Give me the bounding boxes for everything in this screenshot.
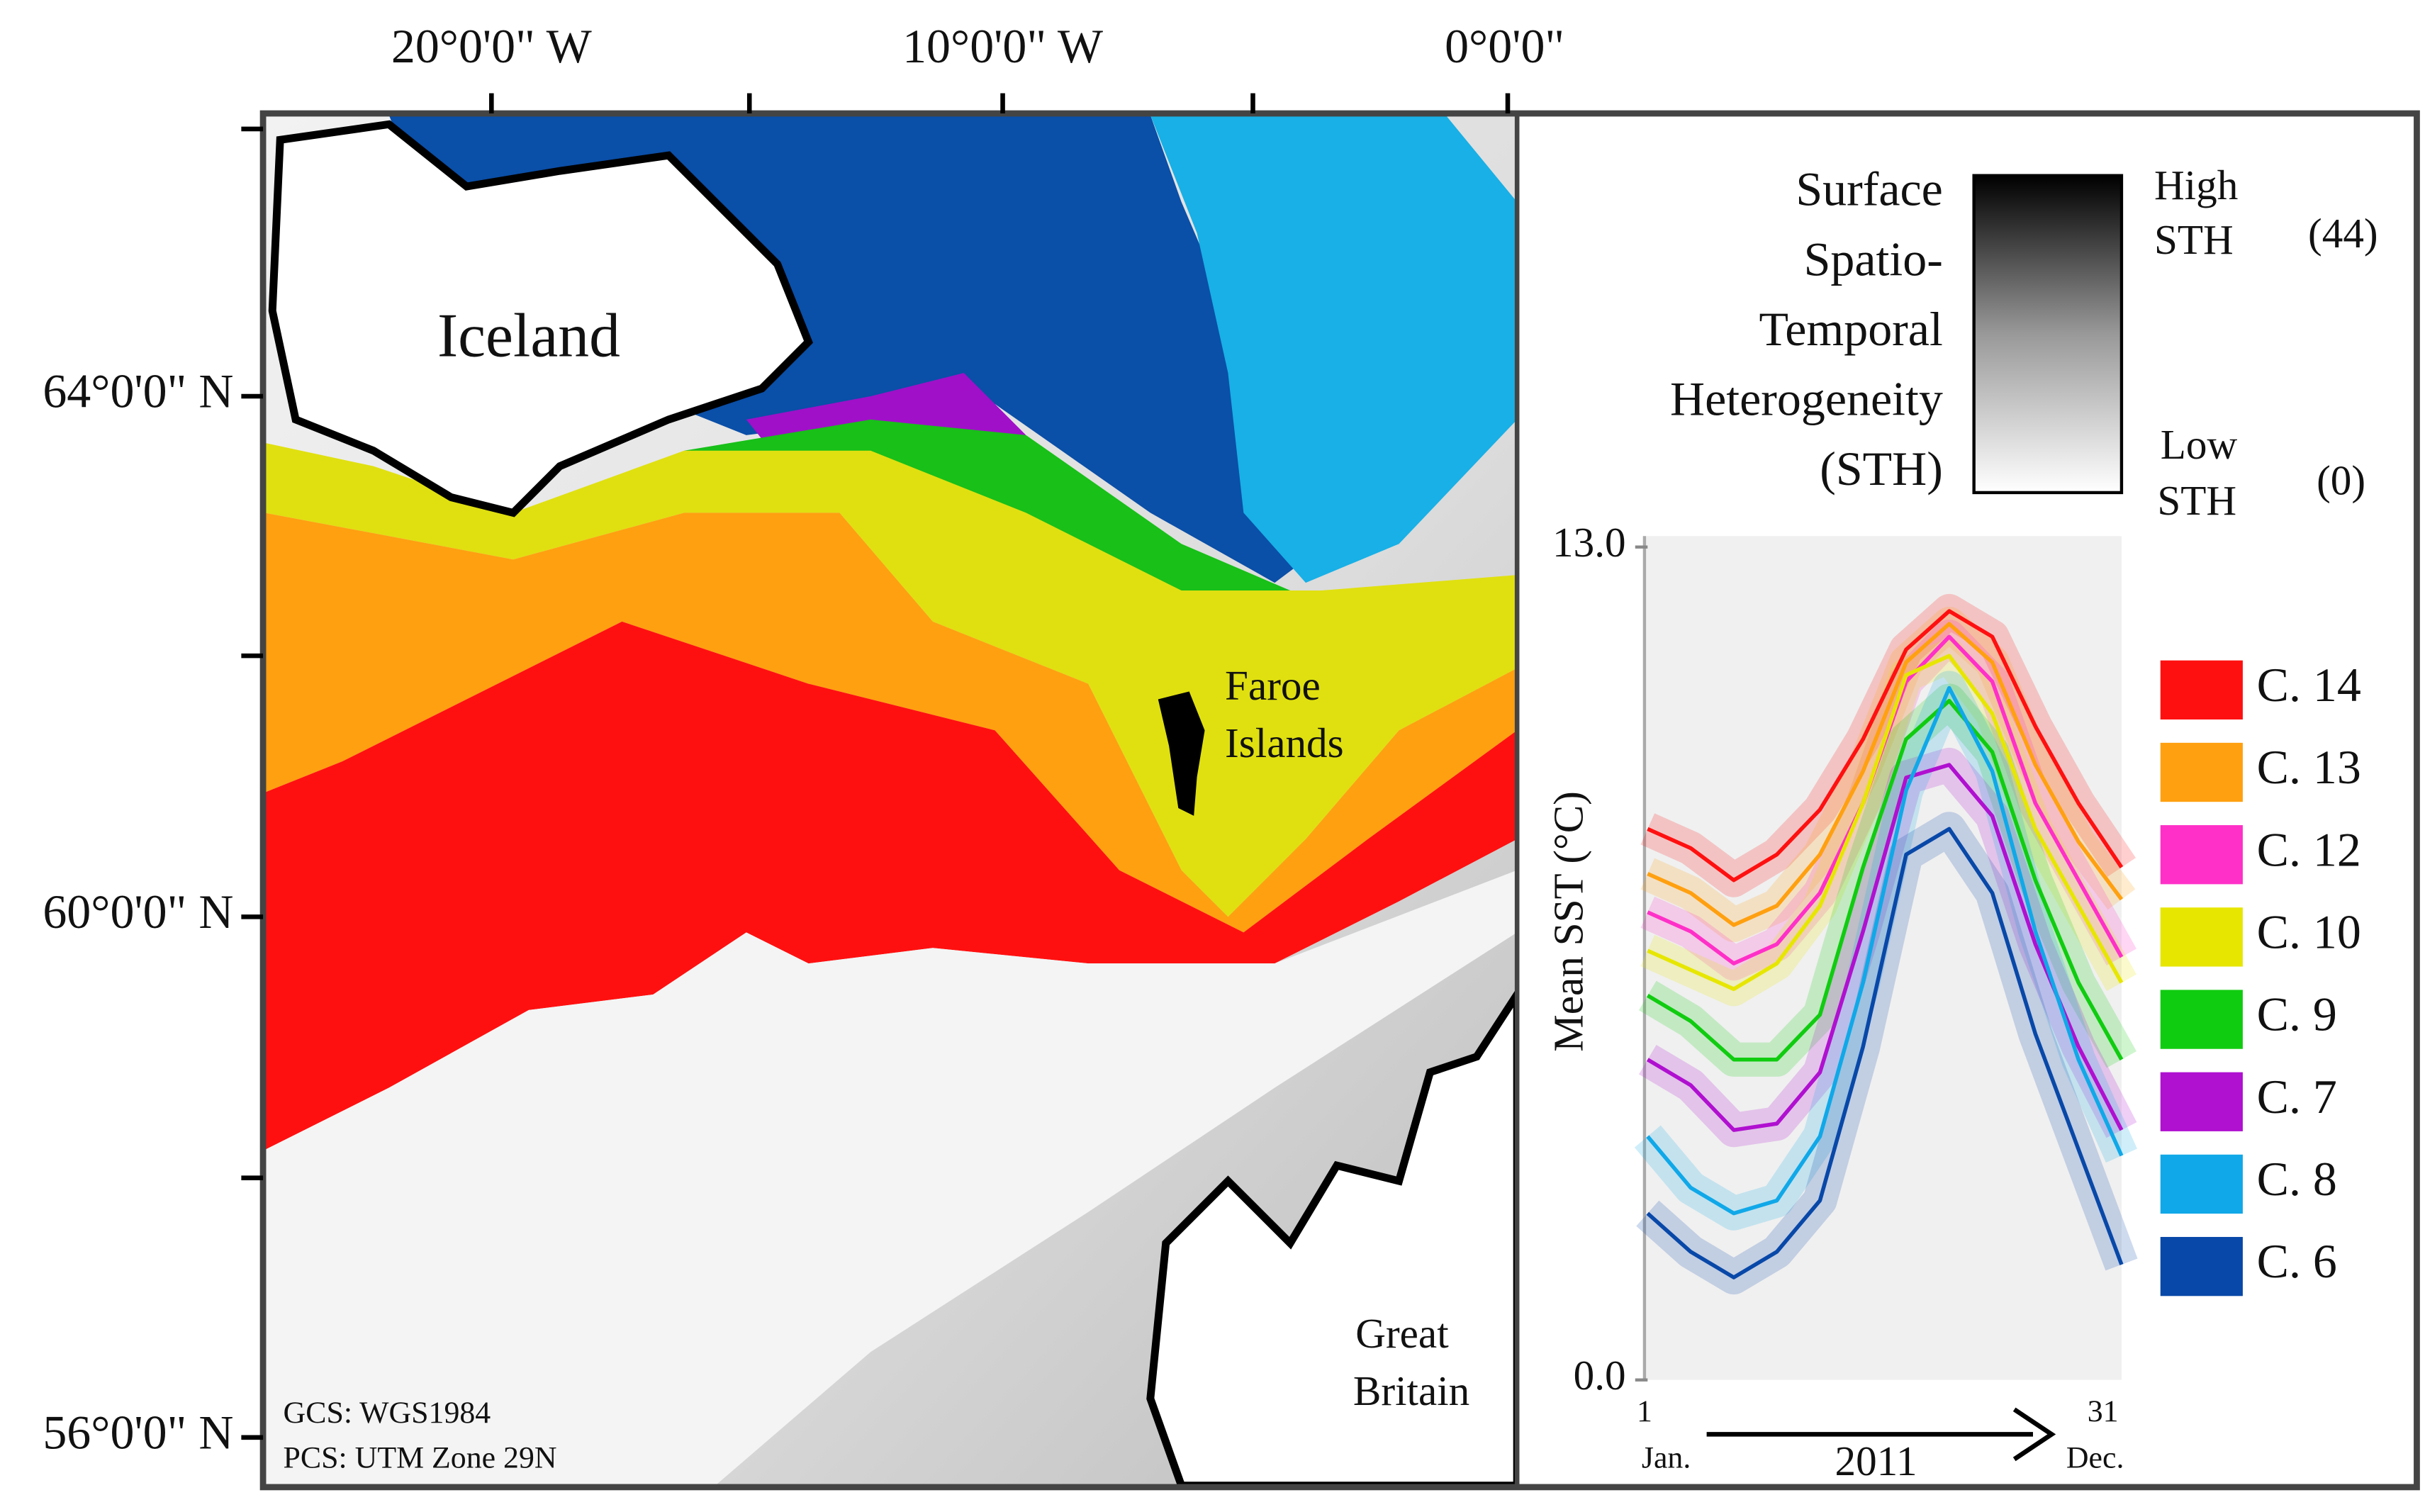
map bbox=[264, 115, 1518, 1486]
sth-title: Spatio- bbox=[1804, 232, 1943, 286]
x-start: Jan. bbox=[1642, 1441, 1691, 1475]
legend-label: C. 10 bbox=[2257, 905, 2361, 958]
map-ticks bbox=[241, 93, 1511, 1440]
legend-swatch bbox=[2160, 825, 2243, 885]
y-tick-label: 0.0 bbox=[1574, 1352, 1626, 1399]
sth-title: (STH) bbox=[1820, 442, 1943, 495]
note: GCS: WGS1984 bbox=[284, 1396, 491, 1430]
legend-swatch bbox=[2160, 990, 2243, 1049]
legend-label: C. 7 bbox=[2257, 1070, 2337, 1124]
lon-label: 10°0'0" W bbox=[902, 19, 1103, 73]
legend-label: C. 12 bbox=[2257, 822, 2361, 876]
lon-label: 0°0'0" bbox=[1445, 19, 1564, 73]
x-axis-label: 2011 bbox=[1835, 1438, 1917, 1484]
lat-label: 56°0'0" N bbox=[43, 1405, 233, 1459]
y-axis-label: Mean SST (°C) bbox=[1545, 791, 1592, 1052]
lat-label: 64°0'0" N bbox=[43, 364, 233, 418]
place-label: Iceland bbox=[437, 301, 620, 369]
legend-swatch bbox=[2160, 1236, 2243, 1297]
legend-swatch bbox=[2160, 742, 2243, 802]
legend-label: C. 13 bbox=[2257, 740, 2361, 794]
sth-low: Low bbox=[2161, 421, 2238, 468]
x-end: 31 bbox=[2088, 1394, 2119, 1428]
sth-high: STH bbox=[2154, 216, 2234, 263]
zone-c8 bbox=[1150, 115, 1518, 583]
lon-label: 20°0'0" W bbox=[391, 19, 592, 73]
series-line bbox=[1646, 698, 2124, 1062]
legend-label: C. 14 bbox=[2257, 658, 2361, 712]
time-arrow-head bbox=[2012, 1407, 2056, 1462]
series-line bbox=[1646, 685, 2124, 1216]
legend-swatch bbox=[2160, 1154, 2243, 1214]
zone-c13 bbox=[264, 513, 1518, 933]
place-label: Faroe bbox=[1225, 662, 1321, 709]
sth-high-value: (44) bbox=[2308, 210, 2378, 257]
series-line bbox=[1647, 622, 2124, 927]
place-label: Great bbox=[1355, 1310, 1449, 1357]
sea-low bbox=[264, 870, 1518, 1486]
lat-label: 60°0'0" N bbox=[43, 885, 233, 939]
sth-colorbar bbox=[1972, 174, 2124, 495]
y-tick-label: 13.0 bbox=[1552, 519, 1626, 566]
x-start: 1 bbox=[1637, 1394, 1652, 1428]
series-line bbox=[1647, 654, 2124, 992]
sth-low-value: (0) bbox=[2317, 457, 2365, 504]
iceland bbox=[268, 120, 813, 517]
legend-label: C. 6 bbox=[2257, 1234, 2337, 1288]
zone-c10 bbox=[264, 442, 1518, 917]
legend-label: C. 8 bbox=[2257, 1152, 2337, 1206]
legend-swatch bbox=[2160, 1072, 2243, 1131]
series-line bbox=[1647, 609, 2124, 883]
series-line bbox=[1646, 827, 2124, 1279]
sth-title: Surface bbox=[1796, 162, 1942, 216]
sth-title: Heterogeneity bbox=[1670, 372, 1943, 426]
frame bbox=[259, 110, 2420, 1491]
inset-chart: 0.0 13.0 C. 14 C. 13 C. 12 C. 10 C. 9 C. 7 C. 8 C… bbox=[1552, 519, 2361, 1399]
sth-low: STH bbox=[2157, 477, 2236, 524]
note: PCS: UTM Zone 29N bbox=[284, 1441, 557, 1475]
place-label: Britain bbox=[1353, 1367, 1469, 1414]
sth-title: Temporal bbox=[1759, 302, 1942, 356]
zone-c14 bbox=[264, 621, 1518, 1150]
great-britain bbox=[1146, 987, 1518, 1486]
legend-swatch bbox=[2160, 907, 2243, 967]
faroe-islands bbox=[1158, 691, 1205, 816]
sth-high: High bbox=[2154, 162, 2238, 208]
x-end: Dec. bbox=[2066, 1441, 2124, 1475]
legend-swatch bbox=[2160, 660, 2243, 719]
place-label: Islands bbox=[1225, 719, 1344, 766]
series-line bbox=[1646, 763, 2124, 1132]
legend-label: C. 9 bbox=[2257, 987, 2337, 1041]
